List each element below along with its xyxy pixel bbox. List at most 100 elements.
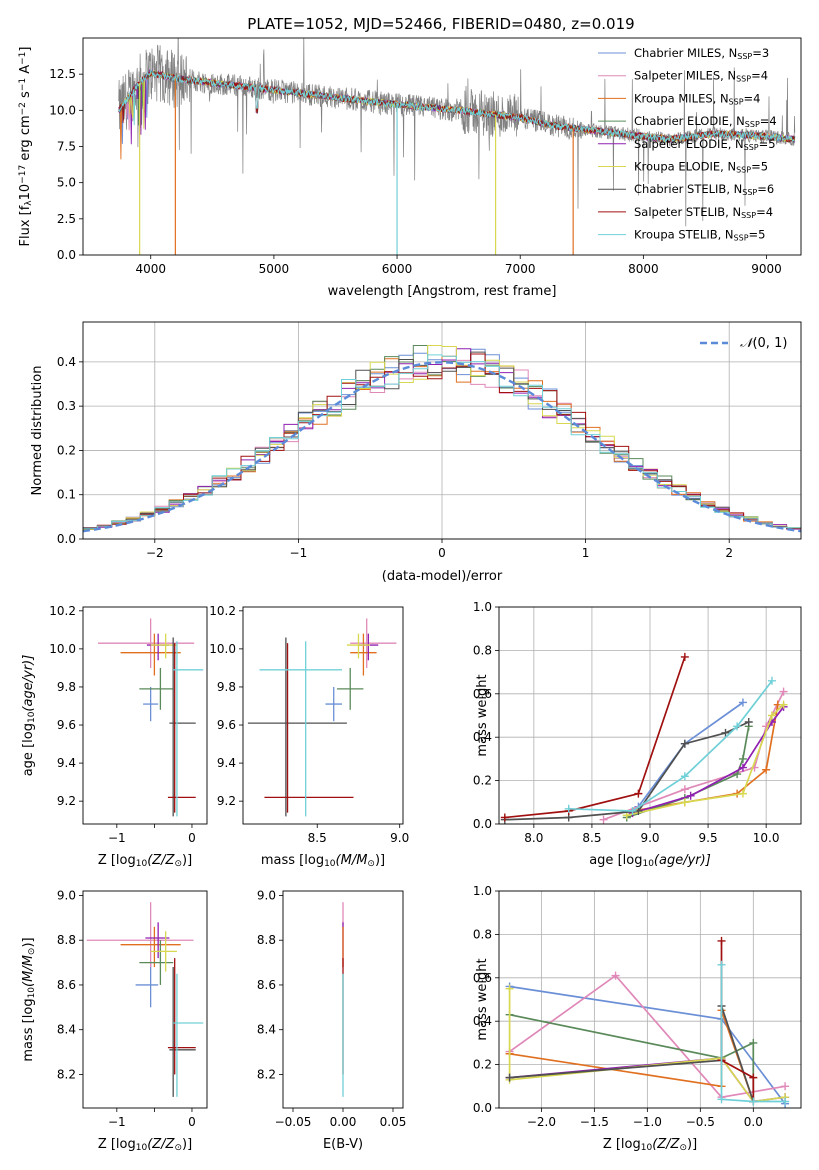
mass-weight-series <box>509 1005 755 1102</box>
histogram-step <box>83 353 801 529</box>
x-tick-label: 0 <box>188 1115 196 1129</box>
legend-entry: Chabrier STELIB, NSSP=6 <box>634 182 774 197</box>
x-axis-label: Z [log10(Z/Z⊙)] <box>98 1137 192 1153</box>
y-tick-label: 0.8 <box>473 643 492 657</box>
x-axis-label: age [log10(age/yr)] <box>589 853 711 869</box>
histogram-step <box>83 345 801 530</box>
axes-frame <box>82 890 208 1109</box>
y-tick-label: 7.5 <box>57 140 76 154</box>
x-tick-label: 5000 <box>259 262 290 276</box>
data-point-marker <box>500 813 509 822</box>
data-point-marker <box>628 806 637 815</box>
x-tick-label: −1.0 <box>633 1115 662 1129</box>
data-point-marker <box>779 687 788 696</box>
legend-entry: 𝒩(0, 1) <box>740 336 787 351</box>
y-tick-label: 9.8 <box>217 680 236 694</box>
data-point-marker <box>781 1082 790 1091</box>
y-tick-label: 0.4 <box>473 730 492 744</box>
x-tick-label: 0 <box>438 546 446 560</box>
mass-weight-vs-metallicity-panel: −2.0 −1.5 −1.0 −0.5 0.0 0.0 0.2 0.4 0.6 0.8 1.0 Z [… <box>473 884 802 1153</box>
axes-frame <box>82 321 802 540</box>
mass-weight-vs-age-panel: 8.0 8.5 9.0 9.5 10.0 0.0 0.2 0.4 0.6 0.8 1.0 age [l… <box>473 600 802 869</box>
y-tick-label: 9.6 <box>57 718 76 732</box>
x-tick-label: 8.5 <box>582 831 601 845</box>
legend-entry: Chabrier MILES, NSSP=3 <box>634 46 769 61</box>
x-tick-label: 10.0 <box>753 831 780 845</box>
histogram-step <box>83 354 801 529</box>
spectrum-legend: Chabrier MILES, NSSP=3 Salpeter MILES, NS… <box>598 46 777 243</box>
x-tick-label: 9.5 <box>699 831 718 845</box>
y-tick-label: 8.8 <box>257 933 276 947</box>
spectrum-panel: 4000 5000 6000 7000 8000 9000 0.0 2.5 5.0 7.5 10.0… <box>18 37 802 299</box>
data-point-marker <box>781 1097 790 1106</box>
data-point-marker <box>779 700 788 709</box>
y-tick-label: 2.5 <box>57 212 76 226</box>
y-tick-label: 9.4 <box>217 756 236 770</box>
data-point-marker <box>738 789 747 798</box>
histogram-legend: 𝒩(0, 1) <box>700 336 787 351</box>
y-tick-label: 0.0 <box>473 1101 492 1115</box>
mass-weight-series <box>504 721 750 821</box>
y-tick-label: 8.4 <box>57 1023 76 1037</box>
data-point-marker <box>738 763 747 772</box>
legend-entry: Salpeter ELODIE, NSSP=5 <box>634 137 776 152</box>
x-axis-label: Z [log10(Z/Z⊙)] <box>603 1137 697 1153</box>
spectrum-lines <box>118 38 796 255</box>
data-point-marker <box>717 1095 726 1104</box>
y-tick-label: 5.0 <box>57 176 76 190</box>
axes-frame <box>242 606 404 825</box>
y-axis-label: mass [log10(M/M⊙)] <box>21 937 37 1061</box>
y-tick-label: 0.0 <box>57 532 76 546</box>
x-tick-label: −1.5 <box>580 1115 609 1129</box>
legend-entry: Kroupa MILES, NSSP=4 <box>634 91 760 106</box>
x-tick-label: 8.0 <box>524 831 543 845</box>
y-tick-label: 9.6 <box>217 718 236 732</box>
data-point-marker <box>767 676 776 685</box>
y-tick-label: 8.8 <box>57 933 76 947</box>
data-point-marker <box>564 804 573 813</box>
x-tick-label: −2 <box>146 546 164 560</box>
x-tick-label: 9000 <box>751 262 782 276</box>
y-tick-label: 1.0 <box>473 884 492 898</box>
data-point-marker <box>505 1073 514 1082</box>
x-tick-label: 0.00 <box>330 1115 357 1129</box>
model-spectrum <box>118 69 796 144</box>
x-tick-label: 0 <box>188 831 196 845</box>
axes-frame <box>82 606 208 825</box>
x-tick-label: 7000 <box>505 262 536 276</box>
y-tick-label: 8.2 <box>57 1067 76 1081</box>
y-tick-label: 10.2 <box>209 604 236 618</box>
y-tick-label: 8.2 <box>257 1067 276 1081</box>
axes-frame <box>498 890 802 1109</box>
mass-weight-series <box>504 656 686 819</box>
x-axis-label: Z [log10(Z/Z⊙)] <box>98 853 192 869</box>
y-tick-label: 8.6 <box>257 978 276 992</box>
x-tick-label: 9.0 <box>640 831 659 845</box>
x-axis-label: mass [log10(M/M⊙)] <box>261 853 385 869</box>
y-tick-label: 0.2 <box>473 774 492 788</box>
axes-frame <box>82 37 802 256</box>
x-tick-label: −0.5 <box>686 1115 715 1129</box>
y-axis-label: mass weight <box>475 958 490 1040</box>
x-tick-label: 9.0 <box>390 831 409 845</box>
grid <box>499 606 801 825</box>
mass-weight-series <box>720 964 786 1103</box>
figure-title: PLATE=1052, MJD=52466, FIBERID=0480, z=0… <box>247 15 634 33</box>
age-vs-metallicity-panel: −1 0 9.2 9.4 9.6 9.8 10.0 10.2 Z [log10(Z/Z⊙)] ag… <box>21 604 208 869</box>
legend-entry: Kroupa ELODIE, NSSP=5 <box>634 160 768 175</box>
x-tick-label: 0.0 <box>744 1115 763 1129</box>
data-point-marker <box>611 971 620 980</box>
y-tick-label: 9.0 <box>57 888 76 902</box>
y-axis-label: Normed distribution <box>30 366 45 496</box>
data-point-marker <box>680 772 689 781</box>
y-tick-label: 9.2 <box>217 794 236 808</box>
data-point-marker <box>744 718 753 727</box>
data-point-marker <box>767 711 776 720</box>
data-point-marker <box>749 1097 758 1106</box>
y-tick-label: 0.4 <box>473 1014 492 1028</box>
axes-frame <box>498 606 802 825</box>
y-tick-label: 12.5 <box>49 67 76 81</box>
data-point-marker <box>634 789 643 798</box>
y-tick-label: 1.0 <box>473 600 492 614</box>
